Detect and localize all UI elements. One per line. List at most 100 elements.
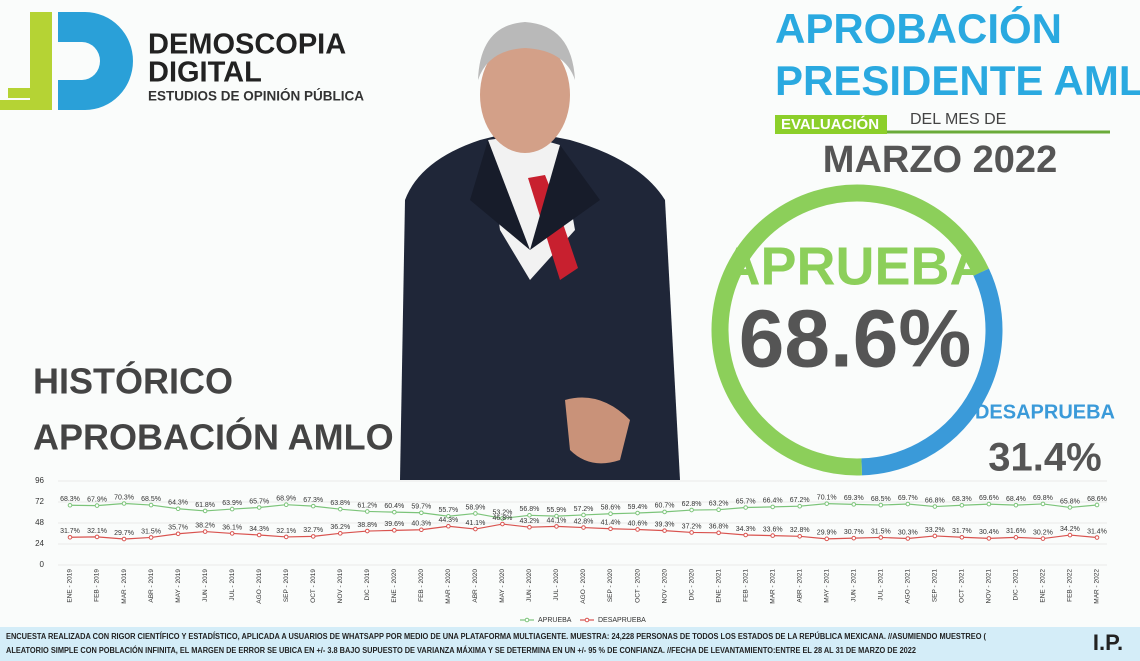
disapprove-label: DESAPRUEBA [975, 401, 1115, 423]
data-label: 61.2% [357, 502, 377, 509]
point [932, 533, 938, 539]
point [419, 510, 424, 516]
data-label: 65.7% [249, 498, 269, 505]
point [473, 526, 478, 532]
data-label: 69.6% [979, 495, 999, 502]
data-label: 68.5% [871, 496, 891, 503]
point [94, 503, 100, 508]
point [851, 502, 857, 507]
data-label: 58.6% [601, 505, 621, 512]
data-label: 69.8% [1033, 495, 1053, 502]
point [770, 533, 775, 538]
point [662, 509, 667, 515]
data-label: 38.2% [195, 522, 215, 529]
data-label: 38.8% [357, 522, 377, 529]
data-label: 67.2% [790, 497, 810, 504]
y-tick-label: 24 [35, 539, 44, 548]
x-tick-label: MAR - 2021 [769, 569, 776, 604]
point [500, 516, 505, 521]
point [256, 532, 262, 538]
point [337, 506, 343, 512]
point [1094, 502, 1100, 508]
point [851, 535, 857, 541]
data-label: 33.2% [925, 527, 945, 534]
point [1013, 535, 1019, 540]
x-tick-label: ENE - 2022 [1040, 569, 1047, 603]
legend-swatch-dot [524, 617, 530, 623]
data-label: 63.8% [330, 500, 350, 507]
point [554, 524, 559, 529]
point [581, 512, 586, 518]
footer-line: ALEATORIO SIMPLE CON POBLACIÓN INFINITA,… [6, 646, 917, 655]
x-tick-label: JUL - 2020 [553, 569, 560, 601]
data-label: 32.1% [276, 528, 296, 535]
point [716, 530, 721, 536]
data-label: 68.5% [141, 496, 161, 503]
x-tick-label: DIC - 2021 [1013, 569, 1020, 601]
point [608, 526, 613, 532]
data-label: 64.3% [168, 500, 188, 507]
data-label: 44.3% [438, 517, 458, 524]
point [635, 527, 640, 532]
point [229, 531, 235, 536]
data-label: 41.4% [601, 520, 621, 527]
donut-disapprove [861, 268, 1003, 476]
title-line-2: PRESIDENTE AMLO [775, 57, 1140, 104]
point [527, 513, 532, 518]
x-tick-label: ABR - 2021 [796, 569, 803, 603]
data-label: 35.7% [168, 525, 188, 532]
x-tick-label: OCT - 2021 [959, 569, 966, 603]
x-tick-label: DIC - 2020 [688, 569, 695, 601]
data-label: 68.9% [276, 496, 296, 503]
data-label: 70.1% [817, 495, 837, 502]
point [770, 504, 775, 510]
point [986, 501, 992, 507]
data-label: 63.9% [222, 500, 242, 507]
data-label: 66.8% [925, 497, 945, 504]
point [419, 527, 424, 533]
x-tick-label: SEP - 2021 [932, 569, 939, 603]
point [283, 502, 289, 508]
x-tick-label: ENE - 2021 [715, 569, 722, 603]
point [797, 503, 803, 509]
point [1040, 501, 1046, 507]
brand: DEMOSCOPIA [148, 29, 346, 61]
point [608, 511, 613, 517]
point [932, 504, 938, 509]
data-label: 53.2% [492, 509, 512, 516]
point [121, 536, 127, 542]
data-label: 43.2% [520, 518, 540, 525]
point [446, 513, 451, 519]
point [337, 531, 343, 536]
x-tick-label: SEP - 2019 [283, 569, 290, 603]
data-label: 36.1% [222, 524, 242, 531]
point [905, 536, 911, 541]
point [175, 531, 181, 537]
point [635, 510, 640, 516]
point [446, 523, 451, 529]
x-tick-label: MAY - 2021 [823, 569, 830, 603]
x-tick-label: MAR - 2022 [1094, 569, 1101, 604]
disapprove-value: 31.4% [988, 436, 1101, 480]
legend-label: APRUEBA [538, 617, 572, 624]
point [581, 525, 586, 530]
x-tick-label: MAR - 2019 [121, 569, 128, 604]
data-label: 36.8% [709, 524, 729, 531]
data-label: 30.4% [979, 529, 999, 536]
data-label: 34.2% [1060, 526, 1080, 533]
data-label: 41.1% [465, 520, 485, 527]
data-label: 55.7% [438, 507, 458, 514]
x-tick-label: FEB - 2022 [1067, 569, 1074, 602]
donut-approve [711, 184, 989, 476]
point [905, 501, 911, 507]
data-label: 36.2% [330, 524, 350, 531]
data-label: 32.7% [303, 527, 323, 534]
data-label: 60.7% [655, 503, 675, 510]
data-label: 59.7% [411, 504, 431, 511]
data-label: 33.6% [763, 526, 783, 533]
data-label: 59.4% [628, 504, 648, 511]
point [743, 532, 748, 538]
point [743, 505, 748, 510]
point [148, 502, 154, 508]
